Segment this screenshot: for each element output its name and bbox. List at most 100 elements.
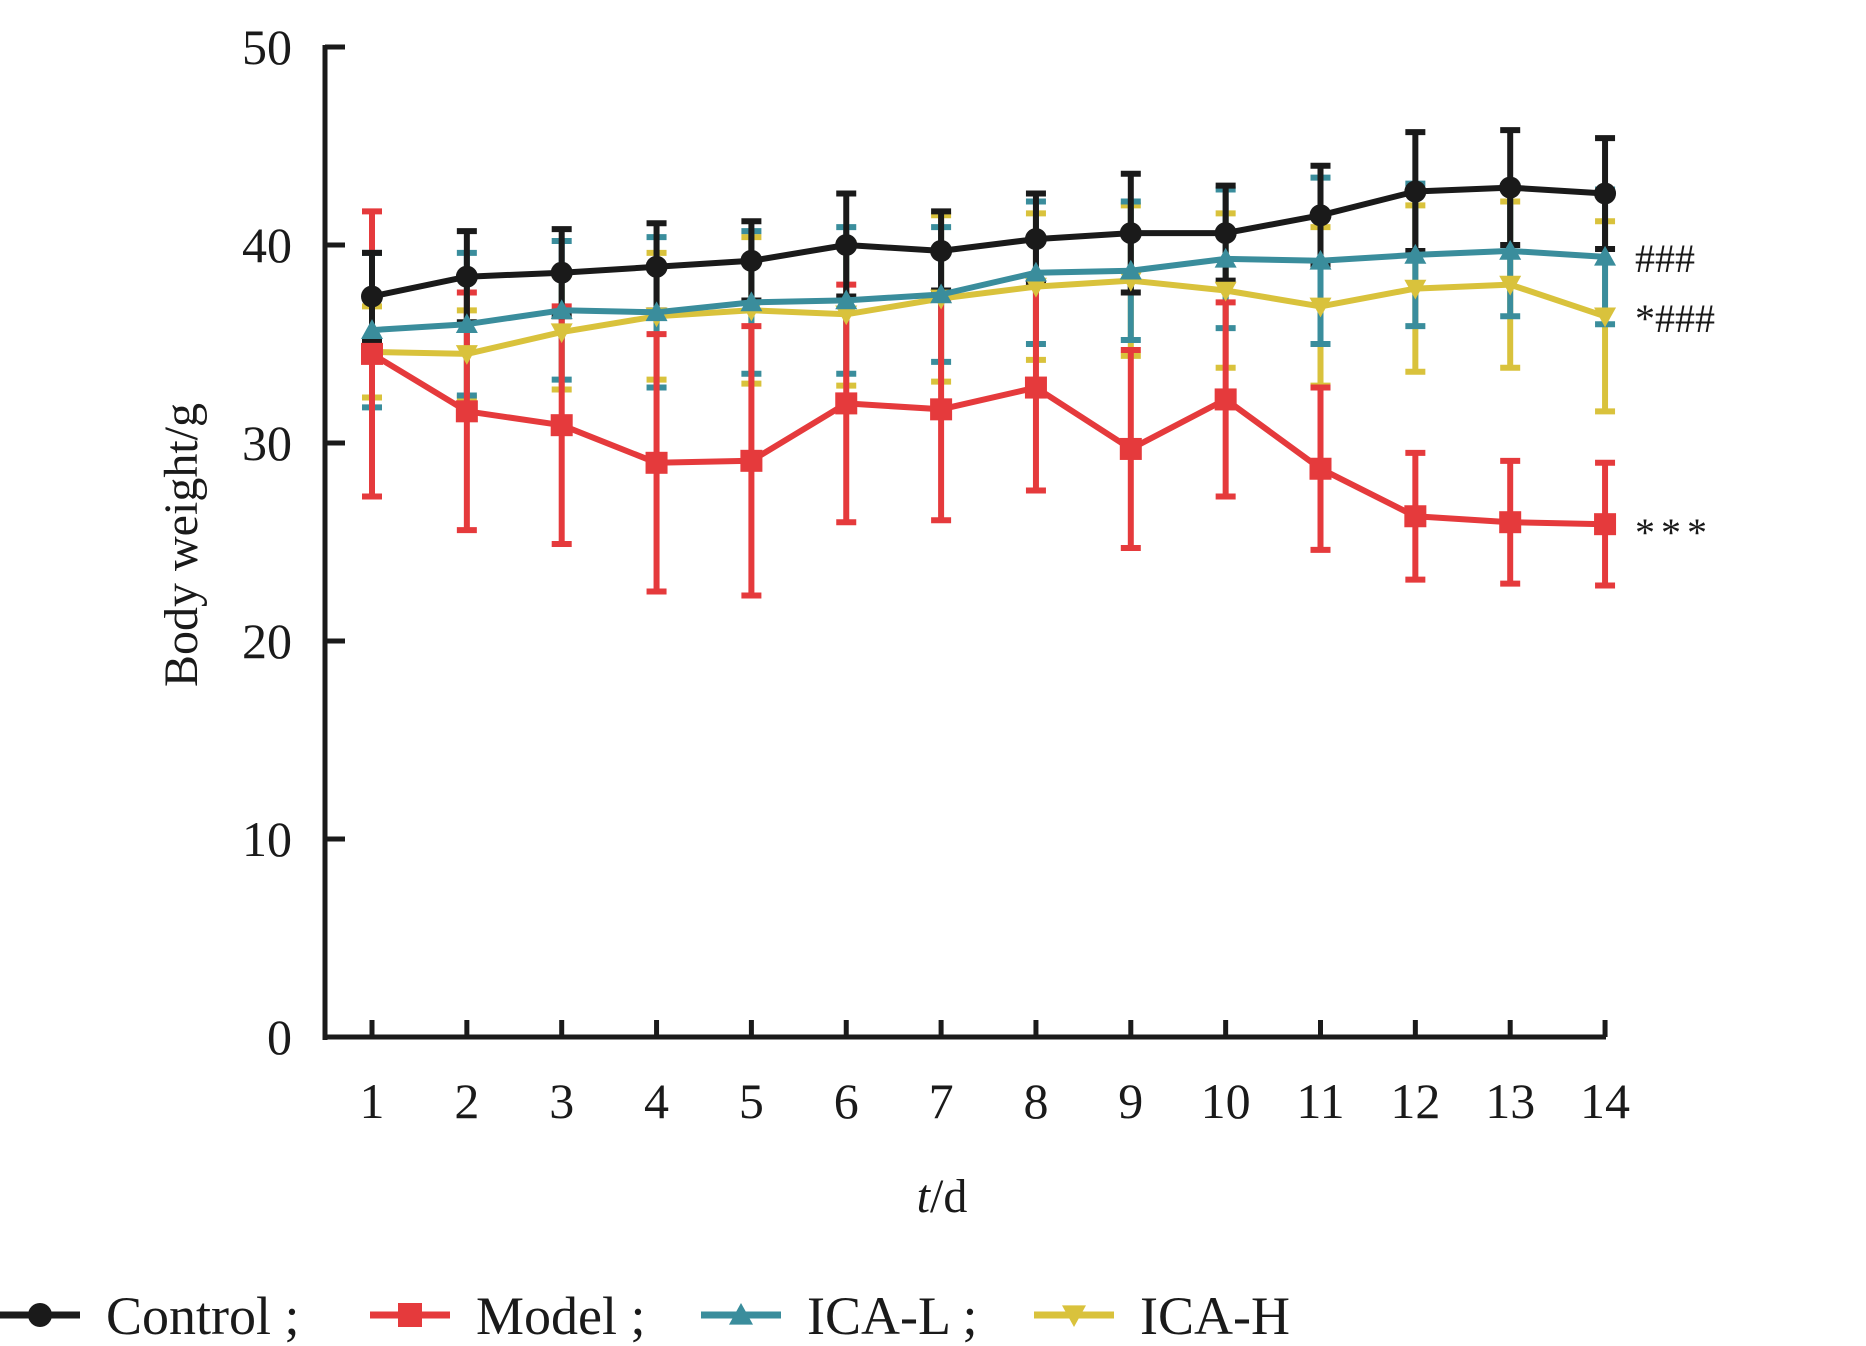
x-axis-title-variable: t	[917, 1170, 932, 1223]
x-tick-label: 8	[1023, 1073, 1048, 1129]
series-layer	[361, 127, 1617, 599]
legend-item-control: Control ;	[0, 1286, 300, 1346]
data-point-control	[455, 265, 478, 288]
y-axis: 0 10 20 30 40 50	[242, 19, 345, 1065]
data-point-ica-l	[1404, 243, 1427, 264]
legend-marker-control	[28, 1303, 52, 1327]
legend-marker-ica-l	[729, 1303, 753, 1325]
legend-label-ica-l: ICA-L ;	[807, 1286, 977, 1346]
series-line-ica-h	[371, 277, 1606, 357]
legend-marker-model	[398, 1303, 422, 1327]
series-control-errorbars	[362, 127, 1616, 344]
x-axis-title: t/d	[917, 1170, 968, 1223]
data-point-model	[1499, 511, 1522, 534]
y-tick-label: 0	[267, 1009, 292, 1065]
data-point-ica-h	[1214, 281, 1237, 302]
x-tick-label: 13	[1485, 1073, 1535, 1129]
legend-item-model: Model ;	[370, 1286, 646, 1346]
series-line-control	[371, 184, 1606, 300]
data-point-ica-l	[740, 291, 763, 312]
legend-item-ica-h: ICA-H	[1034, 1286, 1290, 1346]
data-point-ica-h	[1024, 277, 1047, 298]
series-line-ica-l	[371, 247, 1606, 334]
data-point-control	[1119, 222, 1142, 245]
data-point-control	[1404, 180, 1427, 203]
y-tick-label: 30	[242, 415, 292, 471]
y-tick-label: 40	[242, 217, 292, 273]
x-tick-label: 12	[1390, 1073, 1440, 1129]
data-point-ica-h	[1404, 279, 1427, 300]
x-tick-label: 3	[549, 1073, 574, 1129]
data-point-ica-l	[550, 299, 573, 320]
data-point-control	[550, 261, 573, 284]
data-point-model	[930, 398, 953, 421]
data-point-model	[1214, 388, 1237, 411]
data-point-control	[1024, 228, 1047, 251]
data-point-ica-l	[1309, 249, 1332, 270]
significance-annotation-model: ***	[1635, 510, 1713, 555]
x-tick-label: 6	[834, 1073, 859, 1129]
series-control	[361, 176, 1617, 308]
y-tick-label: 20	[242, 613, 292, 669]
data-point-ica-l	[1594, 245, 1617, 266]
data-point-ica-h	[1309, 297, 1332, 318]
legend: Control ; Model ; ICA-L ; ICA-H	[0, 1286, 1290, 1346]
data-point-ica-l	[1119, 259, 1142, 280]
data-point-model	[1594, 513, 1617, 536]
legend-label-control: Control ;	[106, 1286, 300, 1346]
x-axis: 1 2 3 4 5 6 7 8 9 10 11 12 13 14	[323, 1020, 1630, 1129]
data-point-control	[835, 234, 858, 256]
x-axis-title-unit: /d	[930, 1170, 967, 1223]
data-point-model	[645, 451, 668, 474]
x-tick-label: 4	[644, 1073, 669, 1129]
data-point-ica-l	[1499, 239, 1522, 260]
data-point-model	[550, 414, 573, 437]
data-point-model	[1024, 376, 1047, 399]
data-point-ica-h	[455, 345, 478, 365]
y-axis-title: Body weight/g	[155, 403, 208, 687]
x-tick-label: 9	[1118, 1073, 1143, 1129]
data-point-ica-h	[1499, 275, 1522, 296]
x-tick-label: 11	[1296, 1073, 1344, 1129]
significance-annotation-ica-h: *###	[1635, 296, 1715, 341]
data-point-model	[361, 342, 383, 365]
legend-item-ica-l: ICA-L ;	[701, 1286, 977, 1346]
data-point-model	[740, 449, 763, 472]
data-point-ica-l	[835, 289, 858, 310]
data-point-ica-l	[930, 283, 953, 304]
data-point-ica-h	[550, 323, 573, 344]
data-point-ica-h	[1594, 307, 1617, 328]
data-point-control	[1214, 222, 1237, 245]
data-point-control	[930, 239, 953, 262]
legend-marker-ica-h	[1062, 1305, 1086, 1327]
legend-label-ica-h: ICA-H	[1140, 1286, 1290, 1346]
annotations: *** ### *###	[1635, 236, 1715, 555]
series-ica-h-errorbars	[362, 198, 1616, 415]
x-tick-label: 2	[454, 1073, 479, 1129]
data-point-ica-h	[835, 305, 858, 326]
data-point-control	[1309, 204, 1332, 227]
data-point-ica-l	[1214, 247, 1237, 268]
x-tick-label: 1	[360, 1073, 385, 1129]
legend-label-model: Model ;	[476, 1286, 646, 1346]
data-point-control	[1594, 182, 1617, 205]
series-line-model	[370, 351, 1606, 528]
x-tick-label: 7	[929, 1073, 954, 1129]
series-ica-l	[361, 239, 1617, 339]
significance-annotation-ica-l: ###	[1635, 236, 1695, 281]
data-point-model	[1404, 505, 1427, 528]
y-tick-label: 50	[242, 19, 292, 75]
data-point-model	[835, 392, 858, 415]
x-tick-label: 10	[1201, 1073, 1251, 1129]
y-tick-label: 10	[242, 811, 292, 867]
data-point-model	[455, 400, 478, 423]
series-model	[361, 342, 1617, 536]
x-tick-label: 5	[739, 1073, 764, 1129]
data-point-control	[1499, 176, 1522, 199]
x-tick-label: 14	[1580, 1073, 1630, 1129]
data-point-ica-l	[361, 319, 383, 339]
data-point-model	[1119, 437, 1142, 460]
data-point-model	[1309, 457, 1332, 480]
series-model-errorbars	[362, 208, 1616, 599]
